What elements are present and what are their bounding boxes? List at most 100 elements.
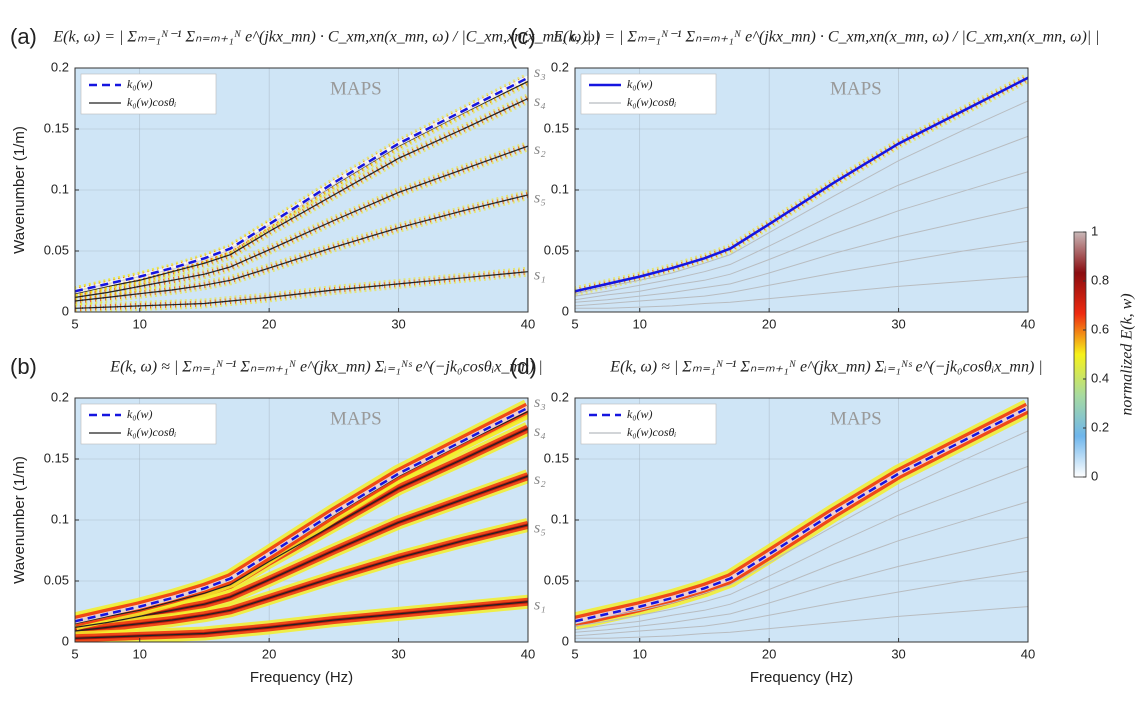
x-tick-label: 20 — [762, 316, 776, 331]
colorbar-tick-label: 0.6 — [1091, 321, 1109, 336]
y-tick-label: 0.2 — [51, 59, 69, 74]
x-tick-label: 30 — [391, 646, 405, 661]
x-tick-label: 30 — [391, 316, 405, 331]
x-tick-label: 40 — [521, 646, 535, 661]
line-label: s₄ — [534, 423, 546, 440]
x-axis-label: Frequency (Hz) — [750, 669, 853, 686]
cos-line — [75, 194, 528, 302]
x-tick-label: 40 — [1021, 316, 1035, 331]
cos-line — [75, 475, 528, 628]
plot-area — [75, 398, 528, 642]
y-tick-label: 0.1 — [51, 511, 69, 526]
colorbar-tick-label: 0.8 — [1091, 272, 1109, 287]
plot-area — [575, 398, 1028, 642]
legend-label: k₀(w) — [627, 407, 653, 421]
y-tick-label: 0.15 — [44, 120, 69, 135]
cos-line — [575, 240, 1028, 307]
colorbar-tick-label: 0 — [1091, 468, 1098, 483]
y-tick-label: 0.1 — [51, 181, 69, 196]
legend: k₀(w) k₀(w)cosθᵢ — [80, 403, 217, 445]
legend: k₀(w) k₀(w)cosθᵢ — [580, 73, 717, 115]
y-tick-label: 0 — [62, 303, 69, 318]
colorbar-tick-label: 1 — [1091, 223, 1098, 238]
legend-box — [580, 73, 717, 115]
colorbar-tick-label: 0.4 — [1091, 370, 1109, 385]
panel-label: (a) — [10, 24, 37, 49]
y-tick-label: 0.1 — [551, 181, 569, 196]
colorbar — [1073, 231, 1087, 478]
panel: 5 10 20 30 40 0 0.05 0.1 0.15 0.2 (d) E(k, ω) ≈ | Σ… — [510, 354, 1043, 686]
cos-line — [75, 145, 528, 298]
legend-box — [80, 403, 217, 445]
line-label: s₂ — [534, 471, 546, 488]
legend-label: k₀(w) — [627, 77, 653, 91]
x-tick-label: 5 — [571, 646, 578, 661]
y-tick-label: 0.15 — [544, 450, 569, 465]
line-label: s₄ — [534, 93, 546, 110]
y-axis-label: Wavenumber (1/m) — [11, 456, 28, 584]
cos-line — [575, 465, 1028, 627]
y-axis-label: Wavenumber (1/m) — [11, 126, 28, 254]
plot-area — [75, 68, 528, 312]
line-label: s₁ — [534, 596, 546, 613]
panel-label: (d) — [510, 354, 537, 379]
x-tick-label: 40 — [521, 316, 535, 331]
y-tick-label: 0.05 — [544, 572, 569, 587]
x-tick-label: 30 — [891, 316, 905, 331]
k0-line — [75, 406, 528, 623]
panel-label: (c) — [510, 24, 536, 49]
cos-line — [75, 271, 528, 309]
x-tick-label: 10 — [132, 646, 146, 661]
legend-label: k₀(w) — [127, 77, 153, 91]
legend-label: k₀(w)cosθᵢ — [627, 95, 676, 109]
cos-line — [575, 570, 1028, 637]
cos-line — [575, 501, 1028, 631]
x-tick-label: 20 — [262, 646, 276, 661]
cos-line — [75, 601, 528, 639]
k0-line — [575, 76, 1028, 293]
cos-line — [575, 100, 1028, 295]
legend-label: k₀(w) — [127, 407, 153, 421]
k0-line — [75, 76, 528, 293]
annotation: MAPS — [330, 78, 382, 99]
line-label: s₁ — [534, 266, 546, 283]
line-label: s₃ — [534, 64, 546, 81]
panel-title: E(k, ω) = | Σₘ₌₁ᴺ⁻¹ Σₙ₌ₘ₊₁ᴺ e^(jkx_mn) ·… — [52, 29, 599, 46]
panel: 5 10 20 30 40 0 0.05 0.1 0.15 0.2 (c) E(k, ω) = | Σ… — [510, 24, 1100, 332]
x-tick-label: 20 — [262, 316, 276, 331]
x-tick-label: 30 — [891, 646, 905, 661]
cos-line — [75, 427, 528, 625]
y-tick-label: 0.05 — [544, 242, 569, 257]
annotation: MAPS — [830, 408, 882, 429]
y-tick-label: 0.15 — [44, 450, 69, 465]
y-tick-label: 0.05 — [44, 242, 69, 257]
annotation: MAPS — [330, 408, 382, 429]
line-label: s₅ — [534, 520, 546, 537]
panel-label: (b) — [10, 354, 37, 379]
line-label: s₃ — [534, 394, 546, 411]
colorbar-tick-label: 0.2 — [1091, 419, 1109, 434]
legend-box — [80, 73, 217, 115]
y-tick-label: 0.2 — [551, 59, 569, 74]
legend-box — [580, 403, 717, 445]
legend-label: k₀(w)cosθᵢ — [127, 95, 176, 109]
y-tick-label: 0.2 — [51, 389, 69, 404]
y-tick-label: 0 — [62, 633, 69, 648]
cos-line — [575, 171, 1028, 301]
line-label: s₂ — [534, 141, 546, 158]
y-tick-label: 0.05 — [44, 572, 69, 587]
line-label: s₅ — [534, 190, 546, 207]
x-axis-label: Frequency (Hz) — [250, 669, 353, 686]
y-tick-label: 0 — [562, 303, 569, 318]
cos-line — [575, 206, 1028, 303]
legend-label: k₀(w)cosθᵢ — [627, 425, 676, 439]
x-tick-label: 10 — [632, 646, 646, 661]
legend: k₀(w) k₀(w)cosθᵢ — [580, 403, 717, 445]
legend-label: k₀(w)cosθᵢ — [127, 425, 176, 439]
y-tick-label: 0.1 — [551, 511, 569, 526]
x-tick-label: 40 — [1021, 646, 1035, 661]
cos-line — [75, 97, 528, 295]
cos-line — [575, 606, 1028, 639]
cos-line — [575, 536, 1028, 633]
